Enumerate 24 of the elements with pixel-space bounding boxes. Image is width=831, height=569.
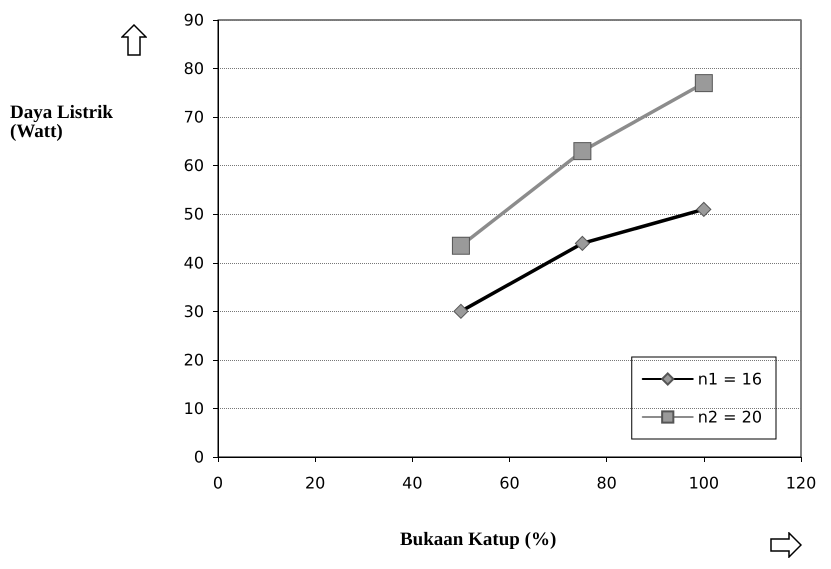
y-tick-label: 0 (194, 448, 204, 466)
y-axis-title: Daya Listrik (Watt) (10, 102, 114, 142)
x-tick-label: 60 (499, 474, 520, 492)
x-tick-label: 20 (304, 474, 326, 492)
y-tick-label: 10 (184, 398, 204, 418)
x-tick-label: 100 (688, 474, 720, 492)
x-tick-label: 0 (212, 474, 224, 492)
y-tick-label: 20 (184, 350, 204, 370)
x-tick-label: 120 (786, 474, 816, 492)
legend-label: n2 = 20 (698, 408, 762, 426)
y-tick-label: 60 (184, 156, 204, 176)
y-tick-label: 50 (184, 204, 204, 224)
point (452, 236, 470, 255)
y-tick-label: 80 (184, 59, 204, 78)
point (694, 74, 713, 92)
legend-label: n1 = 16 (698, 370, 762, 388)
y-tick-label: 30 (184, 302, 204, 321)
x-axis-title: Bukaan Katup (%) (400, 529, 556, 550)
y-tick-label: 70 (184, 108, 204, 127)
x-tick-label: 40 (402, 474, 423, 492)
point (573, 142, 592, 160)
y-tick-label: 90 (184, 10, 204, 30)
y-tick-label: 40 (184, 253, 204, 272)
x-tick-label: 80 (596, 474, 617, 492)
